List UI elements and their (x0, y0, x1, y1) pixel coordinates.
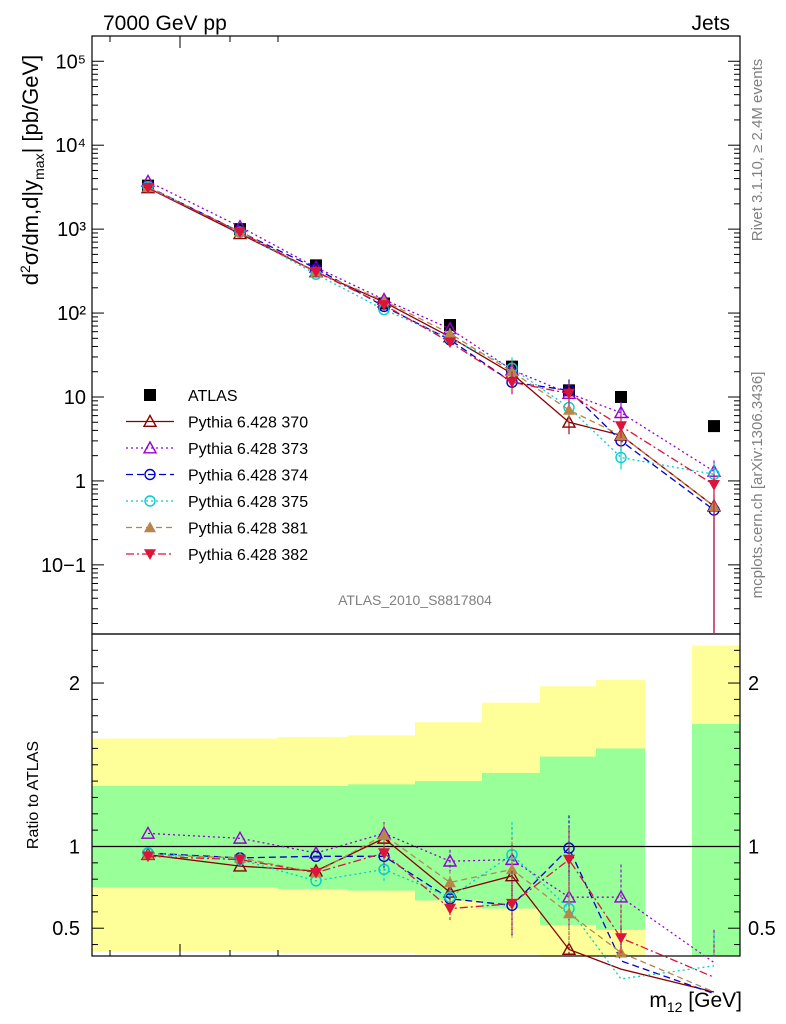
data-point (444, 337, 456, 349)
ratio-point (444, 903, 456, 915)
legend-entry-label: Pythia 6.428 381 (188, 521, 308, 538)
ratio-point (232, 858, 248, 872)
main-line-pythia-6-428-375 (147, 186, 715, 475)
ratio-point (140, 825, 156, 839)
ratio-point (310, 850, 322, 862)
legend-entry-label: ATLAS (188, 388, 238, 405)
data-point (563, 388, 575, 400)
main-plot-frame: 10−1 1 10 10² 10³ 10⁴ 10⁵ 0.5 0.5 1 1 2 2 (41, 35, 776, 957)
data-point (234, 227, 246, 239)
data-point (142, 183, 154, 194)
ratio-y-tick-label-left: 1 (69, 836, 80, 858)
band-inner-6 (482, 772, 540, 909)
data-point (563, 403, 575, 415)
ratio-point (506, 863, 518, 875)
legend-marker (144, 549, 156, 560)
data-point (615, 451, 627, 464)
ratio-point (232, 830, 248, 844)
legend-entry-label: Pythia 6.428 373 (188, 441, 308, 458)
ratio-point (378, 848, 390, 860)
main-plot-series (140, 173, 722, 634)
ratio-point (613, 889, 629, 903)
ratio-point (444, 876, 456, 888)
data-point (310, 267, 322, 278)
legend-marker (144, 389, 156, 401)
ratio-point (504, 868, 520, 882)
data-point (506, 377, 518, 389)
ratio-point (561, 942, 577, 955)
ratio-point (378, 829, 390, 840)
band-inner-2 (180, 786, 278, 888)
ratio-point (234, 854, 246, 866)
legend-entry-label: Pythia 6.428 375 (188, 494, 308, 511)
ratio-point (615, 933, 627, 945)
legend-entry-label: Pythia 6.428 370 (188, 415, 308, 432)
legend-marker (142, 414, 158, 427)
ratio-y-tick-label-right: 1 (748, 836, 759, 858)
data-point (708, 420, 720, 433)
legend-marker (144, 468, 156, 481)
data-point (506, 365, 518, 377)
ratio-uncertainty-bands (92, 645, 740, 956)
legend-entry-label: Pythia 6.428 382 (188, 547, 308, 564)
data-point (615, 390, 627, 403)
main-y-tick-label: 10³ (57, 219, 86, 241)
band-inner-1 (92, 786, 180, 888)
ratio-plot-series (140, 815, 715, 995)
x-axis-label: m12 [GeV] (649, 989, 742, 1015)
header-left-label: 7000 GeV pp (103, 12, 227, 35)
ratio-point (310, 867, 322, 879)
data-point (444, 327, 456, 339)
legend: ATLAS Pythia 6.428 370 Pythia 6.428 373 Pyt… (126, 388, 308, 564)
ratio-y-tick-label-right: 2 (748, 673, 759, 695)
ratio-y-axis-label: Ratio to ATLAS (25, 741, 42, 849)
data-point (378, 300, 390, 311)
legend-marker (142, 440, 158, 454)
main-y-tick-label: 10⁵ (55, 51, 86, 73)
ratio-y-tick-label-left: 0.5 (52, 918, 80, 940)
main-y-tick-label: 10−1 (41, 555, 86, 577)
legend-marker (144, 521, 156, 533)
ratio-point (563, 907, 575, 919)
main-line-pythia-6-428-374 (147, 186, 715, 511)
main-y-tick-label: 10⁴ (55, 135, 86, 157)
ratio-y-tick-label-right: 0.5 (748, 918, 776, 940)
main-y-tick-label: 10² (57, 303, 86, 325)
ratio-point (142, 851, 154, 863)
data-point (615, 421, 627, 433)
analysis-watermark: ATLAS_2010_S8817804 (338, 592, 492, 608)
rivet-version-label: Rivet 3.1.10, ≥ 2.4M events (749, 59, 766, 242)
ratio-point (506, 898, 518, 910)
legend-marker (144, 495, 156, 507)
ratio-point (563, 854, 575, 866)
header-right-label: Jets (691, 12, 730, 35)
mcplots-label: mcplots.cern.ch [arXiv:1306.3436] (749, 372, 766, 599)
ratio-y-tick-label-left: 2 (69, 673, 80, 695)
data-point (708, 479, 720, 491)
main-y-tick-label: 1 (75, 471, 86, 493)
ratio-point (442, 853, 458, 867)
ratio-plot-border (91, 633, 741, 957)
band-inner-9 (692, 723, 740, 956)
legend-entry-label: Pythia 6.428 374 (188, 468, 308, 485)
data-point (561, 414, 577, 428)
main-plot-border (91, 35, 741, 635)
main-y-axis-label: d2σ/dm,d|ymax| [pb/GeV] (17, 55, 47, 285)
main-y-tick-label: 10 (64, 387, 86, 409)
